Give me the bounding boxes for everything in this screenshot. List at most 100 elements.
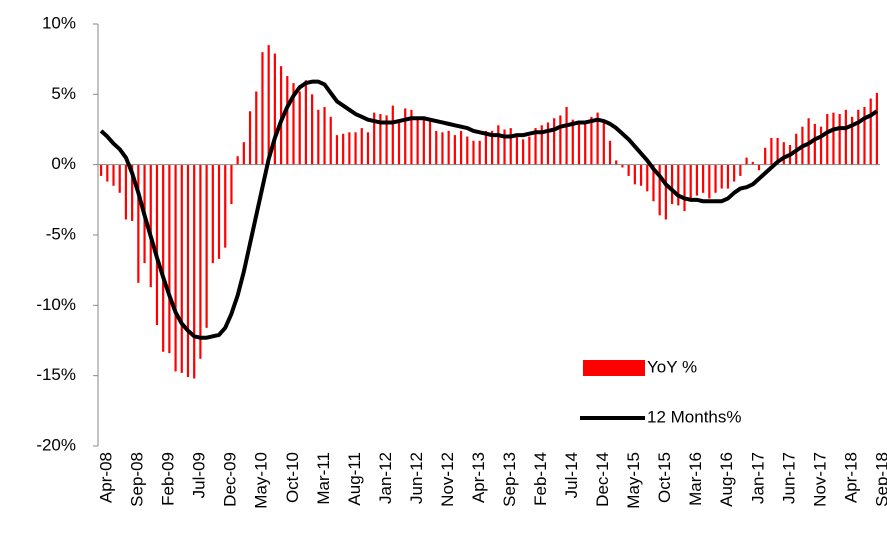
bar xyxy=(366,132,370,165)
bar xyxy=(441,132,444,165)
bar xyxy=(422,116,425,165)
bar xyxy=(348,132,351,165)
bar xyxy=(193,164,196,379)
bar xyxy=(416,119,419,165)
bar xyxy=(590,116,593,165)
bar xyxy=(658,164,661,216)
bar xyxy=(813,123,816,165)
bar xyxy=(652,164,655,202)
bar xyxy=(267,45,270,165)
x-tick-label: Apr-18 xyxy=(841,452,860,503)
bar xyxy=(726,164,730,189)
bar xyxy=(757,164,761,171)
bar xyxy=(242,142,245,165)
x-tick-label: Mar-16 xyxy=(686,452,705,506)
x-tick-label: Dec-09 xyxy=(221,452,240,507)
bar xyxy=(211,164,214,264)
bar xyxy=(137,164,140,283)
bar xyxy=(360,128,363,165)
bar xyxy=(639,164,643,186)
bar xyxy=(186,164,190,378)
bar xyxy=(850,116,854,165)
x-tick-label: Jul-09 xyxy=(190,452,209,498)
bar xyxy=(472,140,475,165)
bar xyxy=(484,130,487,165)
bar xyxy=(248,111,252,165)
bar xyxy=(540,125,543,165)
x-tick-label: Jan-12 xyxy=(376,452,395,504)
bar xyxy=(596,112,599,165)
bar xyxy=(118,164,121,193)
bar xyxy=(311,94,314,165)
y-tick-label: 10% xyxy=(42,13,76,32)
bar xyxy=(149,164,152,288)
bar xyxy=(329,116,332,165)
bar xyxy=(559,115,562,165)
bar xyxy=(205,164,208,328)
bar xyxy=(627,164,630,176)
bar xyxy=(255,91,258,165)
x-tick-label: Jun-12 xyxy=(407,452,426,504)
x-tick-label: May-15 xyxy=(624,452,643,509)
bar xyxy=(323,106,326,165)
bar xyxy=(155,164,159,326)
x-tick-label: Nov-12 xyxy=(438,452,457,507)
bar xyxy=(577,122,581,165)
x-tick-label: Aug-11 xyxy=(345,452,364,506)
bar xyxy=(683,164,686,212)
bar xyxy=(391,105,394,165)
bar xyxy=(528,136,531,165)
bar xyxy=(428,121,432,165)
y-tick-label: -15% xyxy=(36,365,76,384)
bar xyxy=(217,164,221,259)
bar xyxy=(733,164,736,182)
bar xyxy=(875,92,878,165)
x-tick-label: Apr-13 xyxy=(469,452,488,503)
bar xyxy=(546,122,550,165)
bar xyxy=(335,135,339,165)
bar xyxy=(832,112,835,165)
x-tick-label: May-10 xyxy=(252,452,271,509)
bar xyxy=(503,129,506,165)
bar xyxy=(689,164,692,199)
bar xyxy=(199,164,202,359)
x-tick-label: Jul-14 xyxy=(562,452,581,498)
bar xyxy=(782,142,785,165)
x-tick-label: Oct-15 xyxy=(655,452,674,503)
bar xyxy=(379,114,382,165)
bar xyxy=(112,164,115,186)
bar xyxy=(776,137,779,165)
y-tick-label: -10% xyxy=(36,295,76,314)
bar xyxy=(838,114,841,165)
bar xyxy=(162,164,165,352)
bar xyxy=(695,164,699,196)
bar xyxy=(565,106,568,165)
legend-swatch xyxy=(583,360,645,376)
bar xyxy=(180,164,183,373)
bar xyxy=(174,164,177,372)
bar xyxy=(863,106,866,165)
y-tick-label: -5% xyxy=(46,224,76,243)
bar xyxy=(751,161,754,165)
bar xyxy=(100,164,103,176)
bar xyxy=(826,114,829,165)
bar xyxy=(571,119,574,165)
bar xyxy=(534,128,537,165)
x-tick-label: Feb-09 xyxy=(159,452,178,506)
bar xyxy=(459,130,463,165)
x-tick-label: Oct-10 xyxy=(283,452,302,503)
bar xyxy=(410,109,413,165)
legend-label: 12 Months% xyxy=(647,407,742,426)
bar xyxy=(608,140,612,165)
bar xyxy=(677,164,680,206)
bar xyxy=(770,137,773,165)
bar xyxy=(453,135,456,165)
bar xyxy=(515,135,519,165)
bar xyxy=(385,115,388,165)
bar xyxy=(131,164,134,221)
bar xyxy=(230,164,233,205)
bar xyxy=(615,160,618,165)
x-tick-label: Dec-14 xyxy=(593,452,612,507)
bar xyxy=(298,91,301,165)
